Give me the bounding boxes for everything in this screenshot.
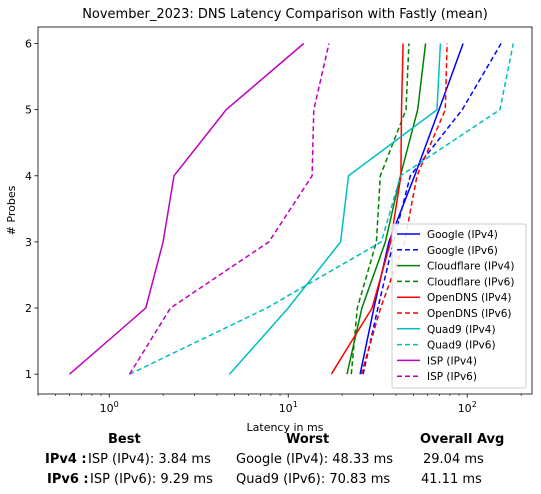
y-tick-label-4: 4 [25,170,32,183]
x-tick-label-10^0: 100 [100,400,119,415]
series-line-isp-ipv4 [69,42,305,375]
series-line-opendns-ipv4 [330,43,404,375]
y-axis-label: # Probes [5,185,18,235]
legend-label-quad9-ipv6: Quad9 (IPv6) [427,340,496,352]
x-axis-label: Latency in ms [247,421,324,434]
chart-title: November_2023: DNS Latency Comparison wi… [82,7,488,22]
legend-label-opendns-ipv4: OpenDNS (IPv4) [427,292,512,304]
y-tick-label-6: 6 [25,38,32,51]
legend-label-cloudflare-ipv4: Cloudflare (IPv4) [427,261,514,273]
legend-label-google-ipv6: Google (IPv6) [427,245,498,257]
legend-label-google-ipv4: Google (IPv4) [427,229,498,241]
legend-label-cloudflare-ipv6: Cloudflare (IPv6) [427,276,514,288]
plot-frame [37,26,533,395]
legend-label-isp-ipv6: ISP (IPv6) [427,371,477,383]
legend-box [391,223,527,389]
y-tick-label-5: 5 [25,104,32,117]
series-line-cloudflare-ipv4 [346,43,427,375]
series-line-google-ipv6 [362,43,502,375]
legend-label-quad9-ipv4: Quad9 (IPv4) [427,324,496,336]
y-tick-label-3: 3 [25,236,32,249]
series-line-isp-ipv6 [128,43,330,375]
x-tick-label-10^2: 102 [458,400,477,415]
series-line-quad9-ipv4 [228,43,442,375]
legend-label-isp-ipv4: ISP (IPv4) [427,355,477,367]
y-tick-label-1: 1 [25,368,32,381]
series-line-cloudflare-ipv6 [350,43,410,375]
y-tick-label-2: 2 [25,302,32,315]
series-line-quad9-ipv6 [129,43,515,375]
x-tick-label-10^1: 101 [279,400,298,415]
series-line-opendns-ipv6 [360,43,448,375]
legend-label-opendns-ipv6: OpenDNS (IPv6) [427,308,512,320]
